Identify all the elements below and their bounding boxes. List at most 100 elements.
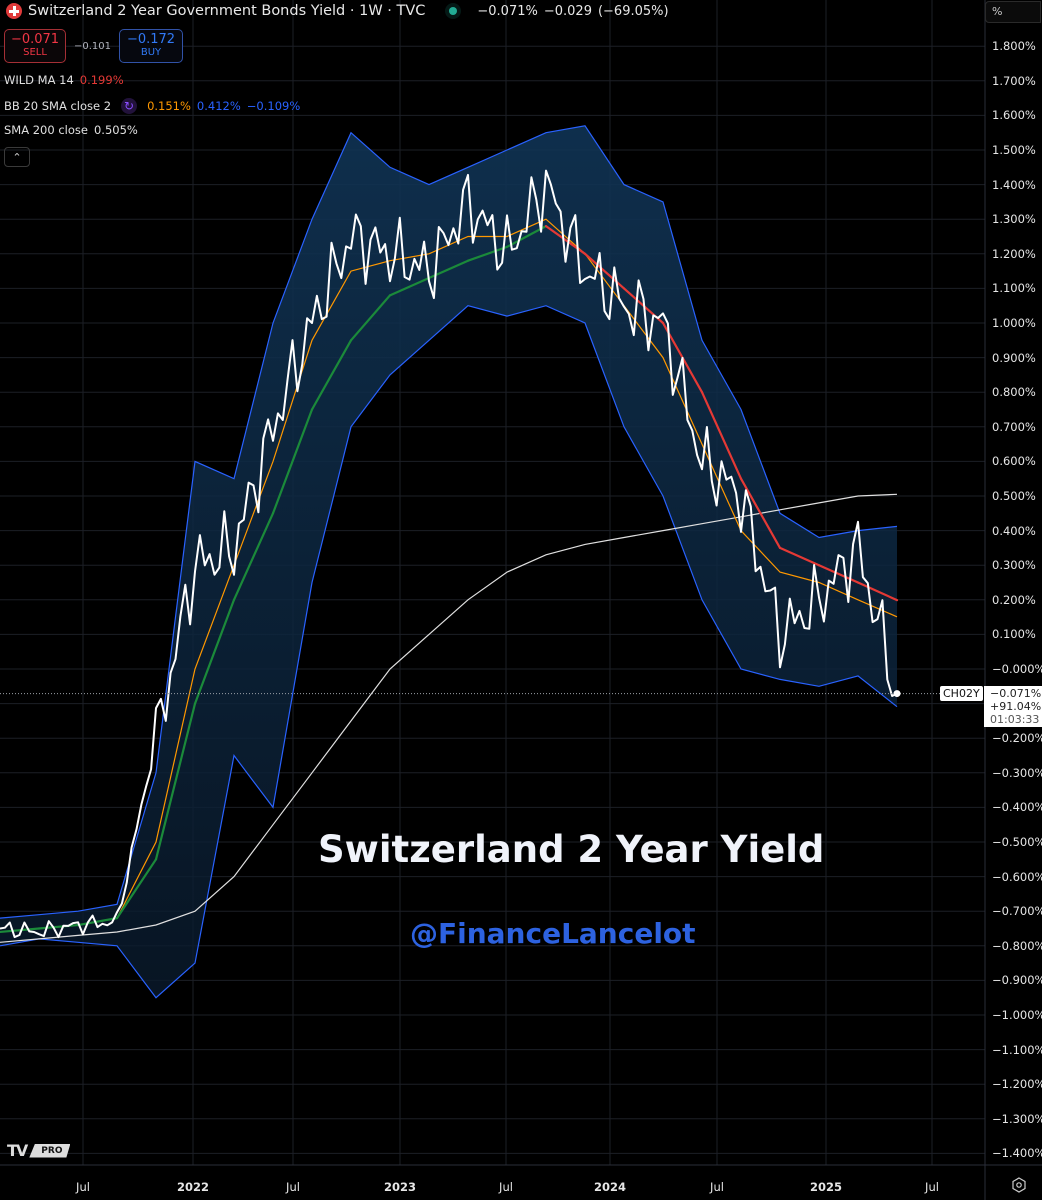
price-tick: −0.600% <box>992 869 1042 884</box>
price-tick: 0.500% <box>992 489 1036 503</box>
indicator-name: SMA 200 close <box>4 123 88 137</box>
wild-ma-segment <box>349 294 392 342</box>
legend-bollinger-bands[interactable]: BB 20 SMA close 2 ↻ 0.151% 0.412% −0.109… <box>4 98 300 114</box>
price-tick: −0.500% <box>992 835 1042 849</box>
indicator-value: 0.505% <box>93 123 138 137</box>
chart-header: Switzerland 2 Year Government Bonds Yiel… <box>6 3 669 19</box>
price-tick: 0.300% <box>992 558 1036 573</box>
sell-button[interactable]: −0.071 SELL <box>4 29 66 63</box>
price-tick: −0.400% <box>992 800 1042 815</box>
wild-ma-segment <box>466 245 509 262</box>
wild-ma-segment <box>388 276 431 297</box>
price-tick: 0.800% <box>992 385 1036 400</box>
legend-sma-200[interactable]: SMA 200 close 0.505% <box>4 123 138 137</box>
price-tick: −1.200% <box>992 1077 1042 1092</box>
wild-ma-segment <box>700 391 743 480</box>
wild-ma-segment <box>0 927 41 934</box>
price-tick: 1.100% <box>992 281 1036 296</box>
current-price-label: −0.071% +91.04% 01:03:33 <box>984 686 1042 727</box>
bb-lower-line <box>0 305 898 999</box>
spread-value: −0.101 <box>74 40 112 52</box>
symbol-title[interactable]: Switzerland 2 Year Government Bonds Yiel… <box>28 3 426 19</box>
indicator-name: WILD MA 14 <box>4 73 74 87</box>
last-price-marker <box>893 690 901 698</box>
buy-label: BUY <box>140 47 162 58</box>
sell-price: −0.071 <box>10 32 60 47</box>
tv-logo-icon: TV <box>7 1141 28 1160</box>
price-tick: 0.900% <box>992 350 1036 365</box>
wild-ma-segment <box>505 225 548 248</box>
wild-ma-segment <box>76 917 119 927</box>
indicator-name: BB 20 SMA close 2 <box>4 99 112 113</box>
price-tick: −0.200% <box>992 731 1042 746</box>
legend-wild-ma[interactable]: WILD MA 14 0.199% <box>4 73 124 87</box>
wild-ma-segment <box>310 339 353 411</box>
wild-ma-segment <box>271 408 314 515</box>
current-change-pct: +91.04% <box>990 700 1042 713</box>
chevron-up-icon: ⌃ <box>12 150 22 164</box>
price-change: −0.029 <box>543 3 592 19</box>
price-change-pct: (−69.05%) <box>597 3 669 19</box>
price-tick: −0.000% <box>992 662 1042 676</box>
time-tick: 2024 <box>593 1180 627 1194</box>
price-tick: −1.000% <box>992 1008 1042 1022</box>
bb-upper-value: 0.412% <box>196 99 241 113</box>
wild-ma-segment <box>232 512 275 601</box>
bb-lower-value: −0.109% <box>246 99 301 113</box>
trade-panel: −0.071 SELL −0.101 −0.172 BUY <box>4 29 184 63</box>
price-tick: −1.400% <box>992 1146 1042 1161</box>
price-tick: 0.200% <box>992 592 1036 607</box>
bar-countdown: 01:03:33 <box>990 713 1040 726</box>
watermark-title: Switzerland 2 Year Yield <box>318 828 825 871</box>
price-axis-unit[interactable]: % <box>985 1 1041 23</box>
price-tick: 0.100% <box>992 627 1036 642</box>
price-tick: −0.900% <box>992 973 1042 988</box>
price-tick: 1.200% <box>992 246 1036 261</box>
price-tick: 0.600% <box>992 454 1036 469</box>
price-tick: 1.600% <box>992 108 1036 123</box>
market-status-icon <box>449 7 458 15</box>
price-tick: 1.500% <box>992 143 1036 157</box>
swiss-flag-icon <box>6 3 22 19</box>
price-tick: −1.300% <box>992 1111 1042 1126</box>
time-tick: 2022 <box>176 1180 210 1194</box>
sma200-line <box>0 493 898 943</box>
collapse-legend-button[interactable]: ⌃ <box>4 147 30 167</box>
wild-ma-segment <box>739 477 782 550</box>
watermark-handle: @FinanceLancelot <box>410 917 696 950</box>
buy-button[interactable]: −0.172 BUY <box>119 29 184 63</box>
wild-ma-segment <box>37 923 80 930</box>
symbol-price-tag: CH02Y <box>940 686 983 701</box>
price-line <box>0 169 898 939</box>
time-tick: Jul <box>286 1180 300 1194</box>
wild-ma-segment <box>154 702 197 861</box>
price-tick: 1.300% <box>992 212 1036 227</box>
wild-ma-segment <box>115 858 158 920</box>
time-tick: 2023 <box>383 1180 417 1194</box>
wild-ma-segment <box>193 598 236 705</box>
wild-ma-segment <box>856 581 899 602</box>
sync-icon[interactable]: ↻ <box>121 98 138 114</box>
time-tick: Jul <box>499 1180 513 1194</box>
price-tick: −0.800% <box>992 938 1042 953</box>
price-tick: 0.400% <box>992 523 1036 538</box>
sell-label: SELL <box>23 47 47 58</box>
time-tick: Jul <box>925 1180 939 1194</box>
indicator-value: 0.199% <box>79 73 124 87</box>
time-tick: Jul <box>76 1180 90 1194</box>
wild-ma-segment <box>778 546 821 567</box>
price-tick: 1.000% <box>992 316 1036 330</box>
bb-basis-value: 0.151% <box>147 99 191 113</box>
price-tick: 1.800% <box>992 39 1036 54</box>
bb-upper-line <box>0 125 898 919</box>
time-tick: 2025 <box>809 1180 843 1194</box>
tradingview-logo[interactable]: TV PRO <box>7 1141 71 1160</box>
gear-icon[interactable] <box>1011 1177 1027 1193</box>
price-tick: −0.300% <box>992 765 1042 780</box>
pro-badge: PRO <box>29 1143 71 1158</box>
price-tick: 1.400% <box>992 177 1036 192</box>
price-tick: 1.700% <box>992 73 1036 88</box>
price-tick: −1.100% <box>992 1042 1042 1057</box>
bb-fill <box>0 125 897 998</box>
